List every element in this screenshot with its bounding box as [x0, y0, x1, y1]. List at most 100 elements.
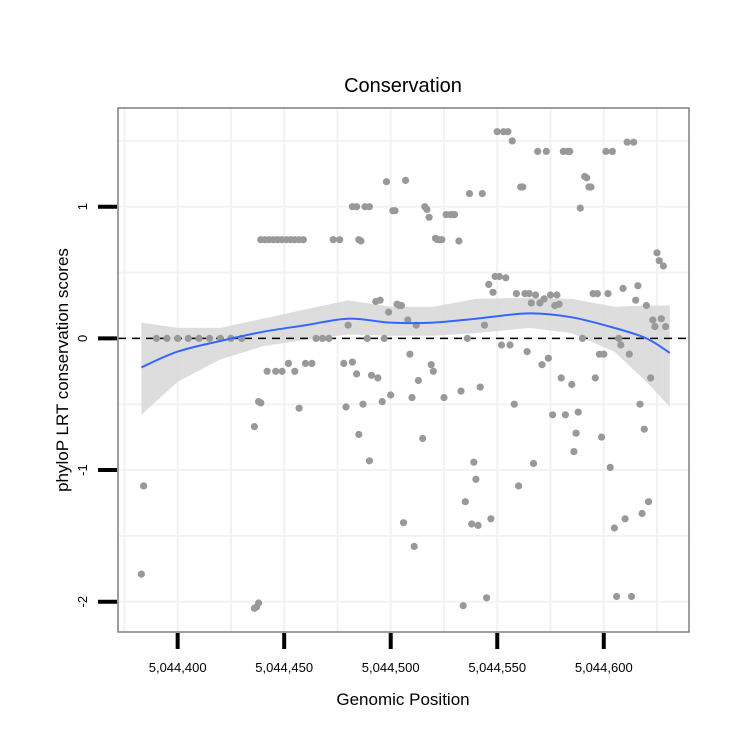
data-point: [402, 176, 410, 184]
data-point: [340, 359, 348, 367]
data-point: [515, 482, 523, 490]
data-point: [284, 359, 292, 367]
data-point: [440, 394, 448, 402]
data-point: [542, 147, 550, 155]
data-point: [455, 237, 463, 245]
data-point: [566, 147, 574, 155]
data-point: [308, 359, 316, 367]
data-point: [399, 519, 408, 527]
data-point: [655, 257, 663, 265]
data-point: [593, 290, 602, 298]
chart-title: Conservation: [344, 75, 462, 97]
data-point: [561, 411, 570, 419]
data-point: [625, 350, 633, 358]
ribbon-area: [141, 297, 670, 415]
plot-panel: [118, 108, 689, 632]
data-point: [602, 147, 610, 155]
data-point: [627, 592, 636, 601]
data-point: [367, 371, 376, 379]
data-point: [184, 334, 192, 342]
data-point: [489, 288, 497, 296]
data-point: [463, 334, 471, 342]
data-point: [474, 521, 482, 530]
x-tick-label: 5,044,500: [362, 660, 420, 675]
y-tick-label: 1: [75, 203, 90, 210]
data-point: [461, 498, 469, 506]
data-point: [493, 128, 501, 136]
data-point: [385, 308, 393, 316]
data-point: [587, 183, 595, 191]
data-point: [630, 138, 638, 146]
data-point: [329, 236, 337, 244]
data-point: [325, 334, 333, 342]
data-point: [485, 280, 493, 288]
data-point: [291, 367, 299, 375]
data-point: [425, 213, 433, 221]
data-point: [410, 542, 418, 551]
data-point: [555, 300, 563, 308]
data-point: [397, 301, 405, 310]
data-point: [546, 291, 555, 299]
data-point: [312, 334, 320, 342]
x-tick-label: 5,044,450: [255, 660, 313, 675]
data-point: [529, 459, 538, 468]
data-point: [342, 403, 350, 411]
data-point: [534, 147, 542, 155]
data-point: [408, 394, 416, 402]
data-point: [174, 334, 182, 342]
data-point: [378, 398, 386, 406]
data-point: [540, 295, 548, 303]
data-point: [355, 430, 363, 439]
data-point: [427, 361, 435, 369]
data-point: [263, 367, 271, 375]
y-tick-label: -1: [75, 464, 90, 476]
data-point: [438, 236, 446, 244]
data-point: [553, 291, 561, 299]
data-point: [365, 457, 373, 465]
y-axis-label: phyloP LRT conservation scores: [53, 248, 72, 492]
data-point: [457, 387, 465, 395]
data-point: [353, 370, 361, 378]
data-point: [659, 262, 668, 270]
x-tick-label: 5,044,600: [575, 660, 633, 675]
data-point: [610, 524, 619, 532]
data-point: [470, 458, 478, 466]
data-point: [255, 599, 263, 607]
data-point: [459, 602, 467, 610]
y-tick-label: -2: [75, 596, 90, 608]
data-point: [523, 348, 531, 356]
data-point: [617, 341, 625, 349]
data-point: [152, 334, 160, 342]
data-point: [380, 334, 388, 342]
data-point: [512, 290, 521, 298]
data-point: [583, 174, 591, 182]
data-point: [140, 482, 148, 490]
data-point: [574, 408, 582, 416]
data-point: [423, 205, 431, 213]
data-point: [527, 299, 535, 307]
data-point: [387, 391, 395, 399]
data-point: [525, 290, 533, 298]
data-point: [465, 190, 474, 198]
data-point: [480, 321, 489, 329]
data-point: [504, 128, 512, 136]
data-point: [642, 301, 651, 310]
data-point: [649, 316, 657, 324]
data-point: [391, 207, 399, 215]
data-point: [651, 323, 659, 331]
data-point: [544, 354, 553, 362]
data-point: [429, 367, 437, 375]
data-point: [353, 203, 361, 211]
data-point: [621, 515, 629, 523]
data-point: [483, 594, 491, 602]
data-point: [348, 358, 356, 366]
x-tick-label: 5,044,550: [468, 660, 526, 675]
data-point: [468, 520, 476, 528]
y-tick-label: 0: [75, 335, 90, 342]
data-point: [365, 203, 373, 211]
data-point: [613, 592, 621, 601]
data-point: [606, 463, 614, 471]
data-point: [572, 429, 580, 437]
data-point: [487, 515, 495, 523]
